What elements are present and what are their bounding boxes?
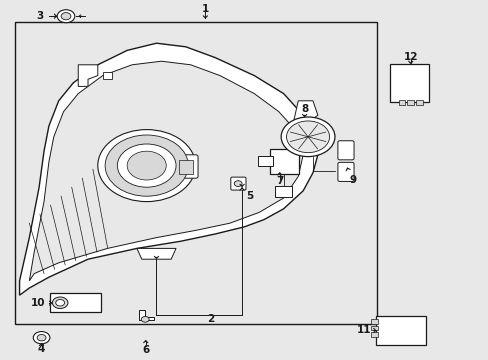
- FancyBboxPatch shape: [375, 316, 426, 345]
- Polygon shape: [139, 310, 154, 320]
- FancyBboxPatch shape: [270, 149, 299, 174]
- FancyBboxPatch shape: [398, 100, 405, 105]
- Circle shape: [56, 300, 64, 306]
- Text: 1: 1: [202, 4, 208, 14]
- Text: 9: 9: [349, 175, 356, 185]
- Circle shape: [286, 121, 329, 153]
- Polygon shape: [29, 61, 303, 281]
- Circle shape: [52, 297, 68, 309]
- Text: 10: 10: [31, 298, 45, 308]
- Circle shape: [33, 332, 50, 344]
- Circle shape: [281, 117, 334, 157]
- FancyBboxPatch shape: [337, 162, 353, 181]
- FancyBboxPatch shape: [258, 156, 273, 166]
- Text: 7: 7: [275, 176, 283, 186]
- FancyBboxPatch shape: [179, 160, 192, 174]
- Circle shape: [98, 130, 195, 202]
- Circle shape: [234, 181, 242, 186]
- FancyBboxPatch shape: [389, 64, 428, 102]
- Text: 4: 4: [38, 344, 45, 354]
- Text: 5: 5: [245, 191, 252, 201]
- FancyBboxPatch shape: [415, 100, 422, 105]
- Circle shape: [61, 13, 71, 20]
- Polygon shape: [78, 65, 98, 86]
- Circle shape: [57, 10, 75, 23]
- Circle shape: [141, 316, 149, 322]
- Polygon shape: [137, 248, 176, 259]
- FancyBboxPatch shape: [173, 155, 198, 178]
- Polygon shape: [20, 43, 317, 295]
- FancyBboxPatch shape: [337, 141, 353, 160]
- Text: 3: 3: [37, 11, 43, 21]
- FancyBboxPatch shape: [370, 332, 377, 337]
- FancyBboxPatch shape: [102, 72, 112, 79]
- FancyBboxPatch shape: [50, 293, 101, 312]
- Circle shape: [105, 135, 188, 196]
- FancyBboxPatch shape: [407, 100, 413, 105]
- FancyBboxPatch shape: [230, 177, 245, 190]
- Bar: [15, 22, 376, 324]
- Text: 8: 8: [301, 104, 307, 114]
- FancyBboxPatch shape: [370, 326, 377, 330]
- Text: 2: 2: [206, 314, 213, 324]
- Circle shape: [37, 334, 46, 341]
- Text: 11: 11: [356, 325, 371, 336]
- Text: 6: 6: [142, 345, 149, 355]
- Text: 12: 12: [403, 51, 417, 62]
- Polygon shape: [293, 101, 317, 122]
- Circle shape: [127, 151, 166, 180]
- FancyBboxPatch shape: [370, 319, 377, 324]
- FancyBboxPatch shape: [275, 186, 291, 197]
- Circle shape: [117, 144, 176, 187]
